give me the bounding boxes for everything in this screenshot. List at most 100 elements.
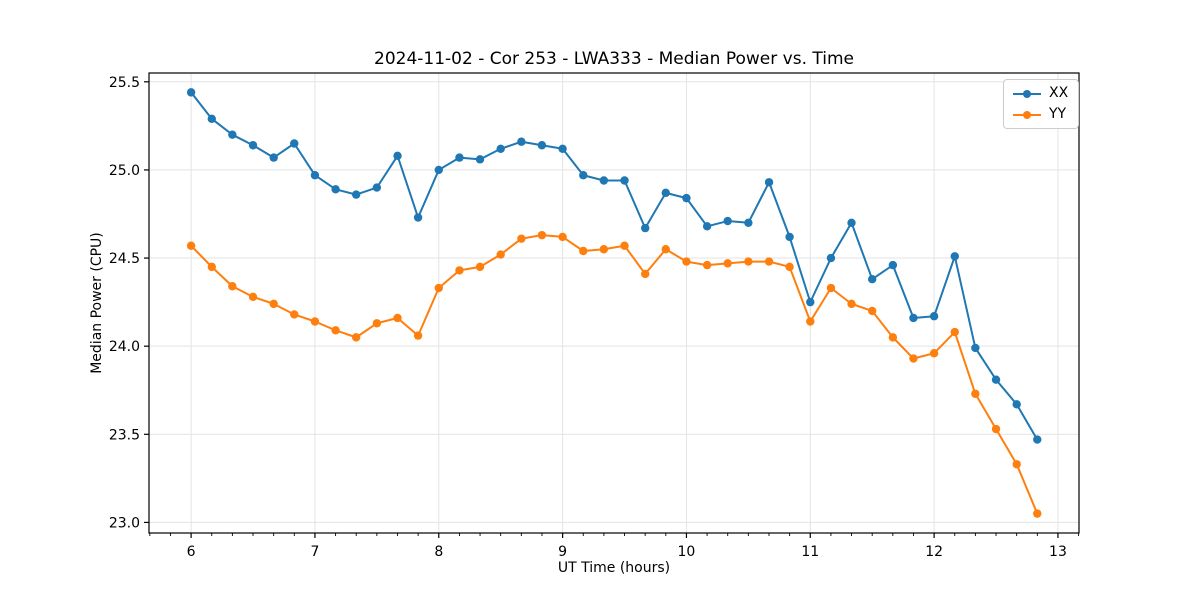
series-yy-marker (1033, 509, 1042, 518)
series-xx-marker (1012, 400, 1021, 409)
series-yy-line (190, 234, 1039, 514)
series-yy-marker (991, 424, 1001, 434)
series-xx-marker (579, 171, 588, 180)
plot-border (148, 72, 1080, 534)
series-xx-line (190, 91, 1039, 441)
series-xx-marker (475, 155, 485, 164)
series-xx-swatch-icon (1013, 89, 1041, 98)
y-tick-label: 23.5 (109, 427, 140, 443)
series-xx-marker (207, 114, 216, 124)
series-yy-marker (909, 354, 918, 363)
x-tick-label: 13 (1049, 544, 1067, 560)
y-tick-label: 23.0 (109, 515, 140, 531)
series-yy-marker (310, 317, 320, 326)
series-xx-marker (434, 165, 443, 175)
series-yy-marker (290, 310, 299, 319)
chart-title: 2024-11-02 - Cor 253 - LWA333 - Median P… (374, 49, 854, 69)
series-xx-marker (702, 222, 712, 231)
x-tick-label: 10 (678, 544, 696, 560)
series-yy-marker (269, 299, 278, 309)
x-tick-label: 9 (558, 544, 567, 560)
series-xx-marker (310, 171, 320, 180)
series-xx-marker (620, 176, 629, 185)
series-yy-marker (764, 257, 774, 266)
series-yy-marker (517, 234, 526, 243)
legend-entry-xx: XX (1012, 85, 1068, 102)
legend-label-yy: YY (1049, 106, 1067, 122)
series-xx-marker (537, 141, 547, 150)
series-yy-marker (599, 245, 609, 254)
series-xx-marker (723, 216, 732, 226)
series-yy-marker (702, 260, 712, 270)
y-tick-label: 24.0 (109, 339, 140, 355)
series-xx-marker (826, 253, 836, 263)
series-yy-marker (929, 349, 939, 358)
series-xx-marker (248, 141, 258, 150)
series-xx-marker (641, 223, 650, 233)
series-xx-marker (929, 312, 939, 321)
series-yy-marker (806, 317, 815, 326)
series-yy-marker (351, 333, 361, 342)
series-yy-marker (723, 259, 732, 268)
series-yy-marker (475, 262, 485, 272)
series-yy-marker (558, 232, 567, 242)
series-yy-marker (661, 245, 670, 254)
series-yy-marker (971, 389, 980, 398)
series-yy-marker (537, 230, 547, 240)
series-xx-marker (413, 213, 423, 222)
series-xx-marker (351, 190, 361, 199)
series-yy-marker (620, 241, 629, 250)
x-tick-label: 12 (925, 544, 943, 560)
series-yy-marker (826, 283, 836, 293)
series-xx-marker (682, 193, 691, 203)
series-xx-marker (290, 139, 299, 148)
series-xx-marker (991, 375, 1001, 384)
legend-entry-yy: YY (1012, 106, 1068, 123)
y-tick-label: 25.0 (109, 163, 140, 179)
x-axis-label: UT Time (hours) (557, 560, 671, 576)
series-yy-marker (579, 246, 588, 256)
y-tick-label: 25.5 (109, 75, 140, 91)
series-xx-marker (558, 144, 567, 153)
x-tick-label: 8 (434, 544, 443, 560)
series-yy-marker (455, 266, 464, 275)
series-yy-marker (393, 313, 402, 323)
series-yy-marker (186, 241, 196, 250)
series-xx-marker (744, 218, 753, 228)
series-yy-marker (682, 257, 691, 266)
series-xx-marker (661, 188, 670, 198)
series-xx-marker (764, 178, 774, 187)
series-xx-marker (785, 232, 794, 242)
series-xx-marker (228, 130, 237, 139)
series-xx-marker (372, 183, 382, 192)
series-xx-marker (909, 313, 918, 323)
series-yy-marker (1012, 460, 1021, 469)
x-tick-label: 11 (801, 544, 819, 560)
legend-label-xx: XX (1049, 85, 1069, 101)
series-xx-marker (331, 185, 340, 194)
series-xx-marker (186, 88, 196, 97)
series-xx-marker (269, 153, 278, 162)
y-tick-label: 24.5 (109, 251, 140, 267)
series-yy-marker (228, 282, 237, 291)
series-yy-marker (950, 327, 959, 337)
series-yy-swatch-icon (1013, 110, 1041, 119)
x-tick-label: 6 (187, 544, 196, 560)
series-yy-marker (867, 306, 877, 316)
series-xx-marker (455, 153, 464, 162)
series-xx-marker (517, 137, 526, 146)
series-yy-marker (888, 333, 898, 342)
series-xx-marker (888, 260, 898, 270)
series-xx-marker (1033, 435, 1042, 444)
series-yy-marker (207, 262, 216, 272)
series-xx-marker (847, 218, 856, 228)
series-yy-marker (785, 262, 794, 272)
series-xx-marker (393, 151, 402, 161)
series-xx-marker (496, 144, 505, 153)
series-yy-marker (641, 269, 650, 279)
series-yy-marker (434, 283, 443, 293)
series-xx-marker (950, 252, 959, 261)
series-yy-marker (496, 250, 505, 259)
